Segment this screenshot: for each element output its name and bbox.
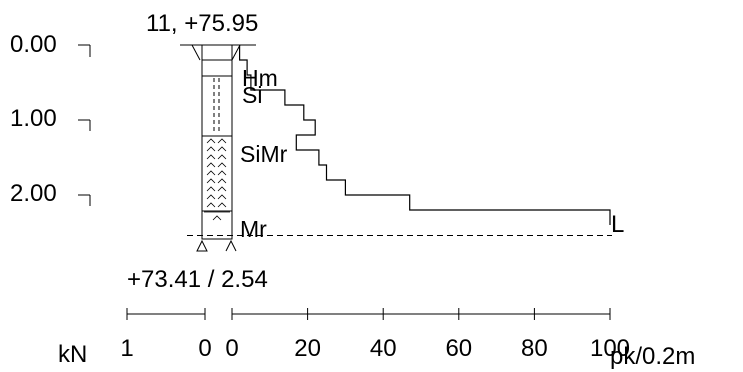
kn-scale <box>126 308 206 320</box>
marl-chevron <box>206 154 216 160</box>
marl-chevron <box>217 170 227 176</box>
marl-chevron <box>206 146 216 152</box>
depth-label-1: 1.00 <box>10 105 57 132</box>
bottom-symbols <box>196 239 237 252</box>
pk-scale <box>231 308 611 320</box>
marl-chevron <box>206 202 216 208</box>
pk-tick-label: 80 <box>521 335 548 362</box>
depth-label-0: 0.00 <box>10 31 57 58</box>
pk-tick-label: 60 <box>445 335 472 362</box>
layer-label-si: Si <box>242 82 262 108</box>
marl-chevron <box>217 194 227 200</box>
marl-chevron <box>206 170 216 176</box>
marl-chevron <box>206 194 216 200</box>
marl-hatch-pattern <box>204 138 230 221</box>
pk-unit-label: pk/0.2m <box>610 343 695 370</box>
layer-label-hm: Hm <box>242 65 278 91</box>
marl-chevron <box>206 186 216 192</box>
pk-tick-label: 0 <box>225 335 238 362</box>
marl-chevron <box>217 162 227 168</box>
marl-chevron <box>212 215 222 221</box>
pk-tick-label: 100 <box>590 335 630 362</box>
marl-chevron <box>217 138 227 144</box>
depth-label-2: 2.00 <box>10 180 57 207</box>
kn-tick-1: 1 <box>120 335 133 362</box>
pk-tick-label: 40 <box>370 335 397 362</box>
marl-chevron <box>206 162 216 168</box>
marl-chevron <box>217 202 227 208</box>
marl-chevron <box>217 146 227 152</box>
pk-tick-label: 20 <box>294 335 321 362</box>
kn-tick-0: 0 <box>198 335 211 362</box>
pk-scale-labels: 0 20 40 60 80 100 <box>225 335 630 362</box>
bottom-level-label: +73.41 / 2.54 <box>127 266 268 293</box>
marl-chevron <box>217 178 227 184</box>
borehole-column <box>191 44 241 240</box>
layer-label-simr: SiMr <box>240 141 288 167</box>
penetration-step-curve <box>239 45 611 225</box>
layer-label-mr: Mr <box>240 216 267 242</box>
point-label: 11, +75.95 <box>146 10 258 37</box>
kn-unit-label: kN <box>58 341 87 368</box>
marl-chevron <box>217 186 227 192</box>
marl-chevron <box>206 178 216 184</box>
marl-chevron <box>206 138 216 144</box>
end-marker-label: L <box>611 211 624 238</box>
marl-chevron <box>217 154 227 160</box>
depth-axis-ticks <box>78 44 91 206</box>
